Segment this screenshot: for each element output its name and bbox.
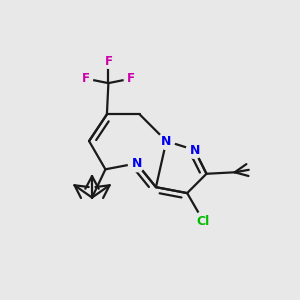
Text: F: F	[104, 55, 112, 68]
Text: F: F	[82, 72, 90, 85]
Circle shape	[102, 55, 115, 68]
Circle shape	[80, 72, 93, 85]
Circle shape	[194, 212, 213, 231]
Circle shape	[186, 142, 203, 158]
Text: Cl: Cl	[197, 215, 210, 228]
Text: N: N	[161, 135, 172, 148]
Circle shape	[128, 155, 145, 172]
Text: F: F	[127, 72, 135, 85]
Text: N: N	[131, 157, 142, 170]
Circle shape	[124, 72, 137, 85]
Text: N: N	[189, 143, 200, 157]
Circle shape	[158, 133, 175, 149]
